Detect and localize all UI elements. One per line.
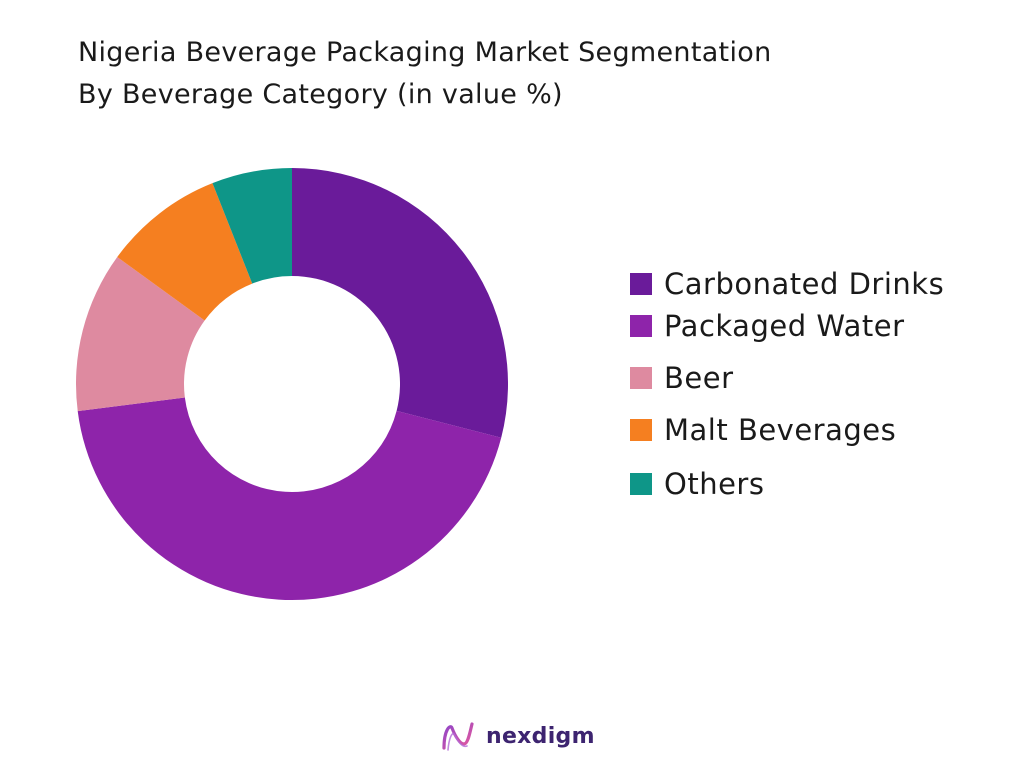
- legend-label: Beer: [664, 361, 734, 395]
- donut-slice-packaged-water: [77, 397, 502, 600]
- donut-slice-malt-beverages: [117, 183, 253, 321]
- legend-label: Packaged Water: [664, 309, 905, 343]
- legend-label: Others: [664, 467, 765, 501]
- legend-swatch: [630, 419, 652, 441]
- donut-slice-carbonated-drinks: [292, 168, 508, 438]
- brand-logo: nexdigm: [440, 716, 595, 756]
- legend-item-packaged-water: Packaged Water: [630, 306, 905, 346]
- legend-item-carbonated-drinks: Carbonated Drinks: [630, 264, 944, 304]
- legend-label: Carbonated Drinks: [664, 267, 945, 301]
- nexdigm-logo-icon: [442, 722, 474, 751]
- brand-name: nexdigm: [486, 723, 595, 749]
- legend-swatch: [630, 473, 652, 495]
- legend-swatch: [630, 273, 652, 295]
- legend-item-others: Others: [630, 464, 764, 504]
- chart-subtitle: By Beverage Category (in value %): [78, 79, 563, 110]
- chart-title-block: Nigeria Beverage Packaging Market Segmen…: [78, 32, 978, 116]
- legend-label: Malt Beverages: [664, 413, 897, 447]
- chart-title: Nigeria Beverage Packaging Market Segmen…: [78, 37, 772, 68]
- legend-item-malt-beverages: Malt Beverages: [630, 410, 896, 450]
- donut-slice-others: [212, 168, 292, 284]
- legend-swatch: [630, 367, 652, 389]
- donut-slice-beer: [76, 257, 205, 412]
- legend-item-beer: Beer: [630, 358, 734, 398]
- legend-swatch: [630, 315, 652, 337]
